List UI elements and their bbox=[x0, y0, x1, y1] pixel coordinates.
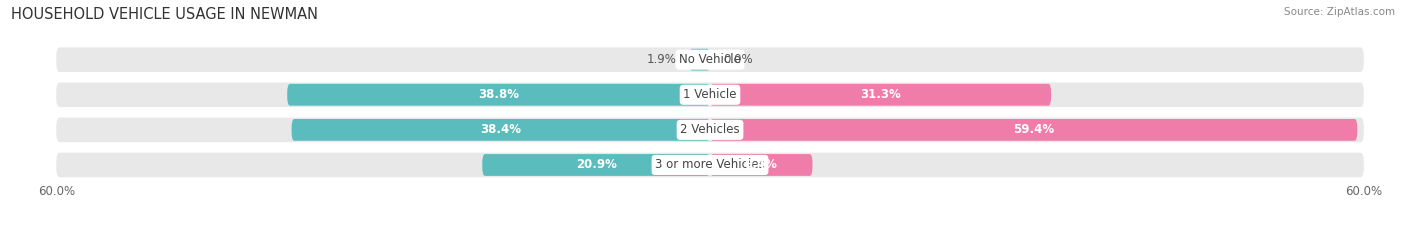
Text: 3 or more Vehicles: 3 or more Vehicles bbox=[655, 158, 765, 172]
FancyBboxPatch shape bbox=[291, 119, 710, 141]
Text: 38.4%: 38.4% bbox=[481, 123, 522, 136]
FancyBboxPatch shape bbox=[710, 84, 1052, 106]
Text: 9.4%: 9.4% bbox=[745, 158, 778, 172]
FancyBboxPatch shape bbox=[56, 153, 1364, 177]
Text: 1.9%: 1.9% bbox=[647, 53, 676, 66]
Text: 31.3%: 31.3% bbox=[860, 88, 901, 101]
Text: HOUSEHOLD VEHICLE USAGE IN NEWMAN: HOUSEHOLD VEHICLE USAGE IN NEWMAN bbox=[11, 7, 318, 22]
Text: 2 Vehicles: 2 Vehicles bbox=[681, 123, 740, 136]
Text: 38.8%: 38.8% bbox=[478, 88, 519, 101]
Text: 59.4%: 59.4% bbox=[1014, 123, 1054, 136]
Text: 1 Vehicle: 1 Vehicle bbox=[683, 88, 737, 101]
FancyBboxPatch shape bbox=[482, 154, 710, 176]
FancyBboxPatch shape bbox=[287, 84, 710, 106]
FancyBboxPatch shape bbox=[689, 49, 710, 70]
Text: No Vehicle: No Vehicle bbox=[679, 53, 741, 66]
Text: Source: ZipAtlas.com: Source: ZipAtlas.com bbox=[1284, 7, 1395, 17]
Text: 20.9%: 20.9% bbox=[575, 158, 617, 172]
FancyBboxPatch shape bbox=[56, 117, 1364, 142]
FancyBboxPatch shape bbox=[56, 47, 1364, 72]
FancyBboxPatch shape bbox=[56, 82, 1364, 107]
FancyBboxPatch shape bbox=[710, 154, 813, 176]
FancyBboxPatch shape bbox=[710, 119, 1357, 141]
Text: 0.0%: 0.0% bbox=[723, 53, 752, 66]
